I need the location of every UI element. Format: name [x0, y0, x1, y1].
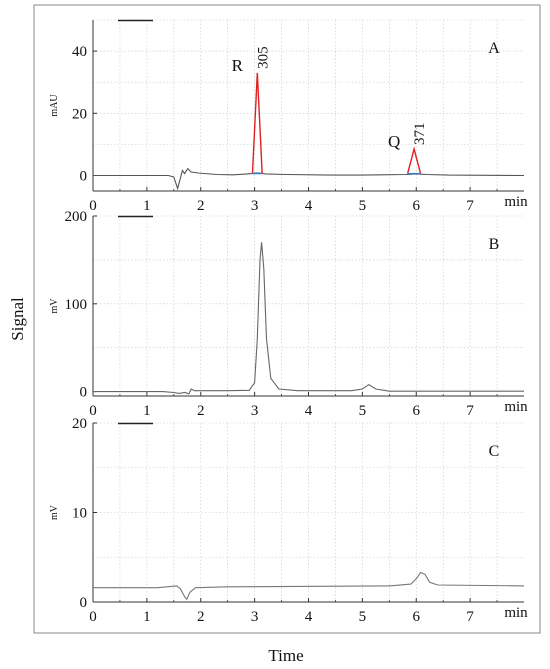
y-tick-label: 0 [80, 595, 88, 611]
panel-b: 0 1 2 3 4 5 6 7 min 0 100 200 mV B [49, 209, 528, 419]
x-unit-label: min [504, 399, 528, 415]
x-tick-label: 6 [413, 198, 421, 214]
peak-retention-label: 371 [412, 123, 428, 146]
x-unit-label: min [504, 194, 528, 210]
x-tick-label: 6 [413, 609, 421, 625]
y-tick-label: 10 [72, 506, 87, 522]
y-axis-label: mV [49, 298, 60, 314]
x-tick-label: 3 [251, 403, 259, 419]
x-tick-label: 2 [197, 198, 205, 214]
figure-border [33, 4, 541, 634]
x-tick-label: 7 [466, 198, 474, 214]
x-tick-label: 3 [251, 609, 259, 625]
peak-name-label: R [232, 56, 244, 75]
x-tick-label: 1 [143, 198, 151, 214]
y-tick-label: 40 [72, 44, 87, 60]
x-tick-label: 1 [143, 609, 151, 625]
y-tick-label: 20 [72, 416, 87, 432]
figure-xlabel: Time [268, 646, 303, 665]
x-tick-label: 0 [89, 403, 97, 419]
panel-label: C [489, 443, 500, 460]
y-tick-label: 20 [72, 106, 87, 122]
signal-trace [93, 167, 525, 191]
signal-trace [93, 571, 525, 601]
signal-trace [93, 242, 524, 395]
peak-name-label: Q [388, 132, 400, 151]
panel-label: A [488, 40, 500, 57]
peak-q [406, 146, 422, 174]
x-tick-label: 2 [197, 609, 205, 625]
x-tick-label: 2 [197, 403, 205, 419]
x-tick-label: 1 [143, 403, 151, 419]
x-tick-label: 6 [413, 403, 421, 419]
x-tick-label: 5 [359, 609, 367, 625]
x-unit-label: min [504, 605, 528, 621]
panel-label: B [489, 236, 500, 253]
x-tick-label: 0 [89, 609, 97, 625]
peak-retention-label: 305 [255, 46, 271, 69]
y-tick-label: 100 [65, 297, 88, 313]
x-tick-label: 7 [466, 403, 474, 419]
x-tick-label: 4 [305, 198, 313, 214]
y-tick-label: 0 [80, 385, 88, 401]
figure-ylabel: Signal [8, 297, 27, 341]
panel-a: 0 1 2 3 4 5 6 7 min 0 20 40 mAU A R 305 Q 371 [49, 19, 528, 214]
peak-r [251, 72, 263, 174]
x-tick-label: 4 [305, 609, 313, 625]
y-axis-label: mV [49, 504, 60, 520]
y-axis-label: mAU [49, 94, 60, 117]
x-tick-label: 4 [305, 403, 313, 419]
panel-c: 0 1 2 3 4 5 6 7 min 0 10 20 mV C [49, 416, 528, 625]
x-tick-label: 5 [359, 403, 367, 419]
x-tick-label: 5 [359, 198, 367, 214]
y-tick-label: 0 [80, 168, 88, 184]
x-tick-label: 7 [466, 609, 474, 625]
x-tick-label: 0 [89, 198, 97, 214]
y-tick-label: 200 [65, 209, 88, 225]
x-tick-label: 3 [251, 198, 259, 214]
